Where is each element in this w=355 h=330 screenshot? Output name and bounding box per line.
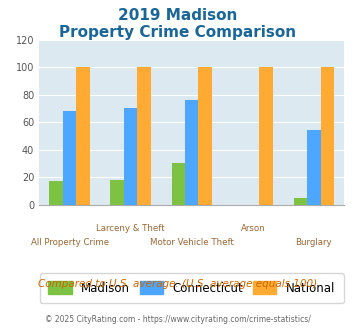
Bar [321,67,334,205]
Bar [137,67,151,205]
Bar [198,67,212,205]
Legend: Madison, Connecticut, National: Madison, Connecticut, National [40,273,344,303]
Bar [307,130,321,205]
Text: © 2025 CityRating.com - https://www.cityrating.com/crime-statistics/: © 2025 CityRating.com - https://www.city… [45,315,310,324]
Text: Compared to U.S. average. (U.S. average equals 100): Compared to U.S. average. (U.S. average … [38,279,317,289]
Bar [171,163,185,205]
Text: Burglary: Burglary [295,238,332,247]
Bar [110,180,124,205]
Bar [124,108,137,205]
Text: Larceny & Theft: Larceny & Theft [96,224,165,233]
Text: Motor Vehicle Theft: Motor Vehicle Theft [150,238,234,247]
Text: 2019 Madison: 2019 Madison [118,8,237,23]
Bar [260,67,273,205]
Text: All Property Crime: All Property Crime [31,238,109,247]
Bar [76,67,90,205]
Bar [49,181,63,205]
Text: Property Crime Comparison: Property Crime Comparison [59,25,296,40]
Bar [63,111,76,205]
Bar [185,100,198,205]
Text: Arson: Arson [240,224,265,233]
Bar [294,198,307,205]
